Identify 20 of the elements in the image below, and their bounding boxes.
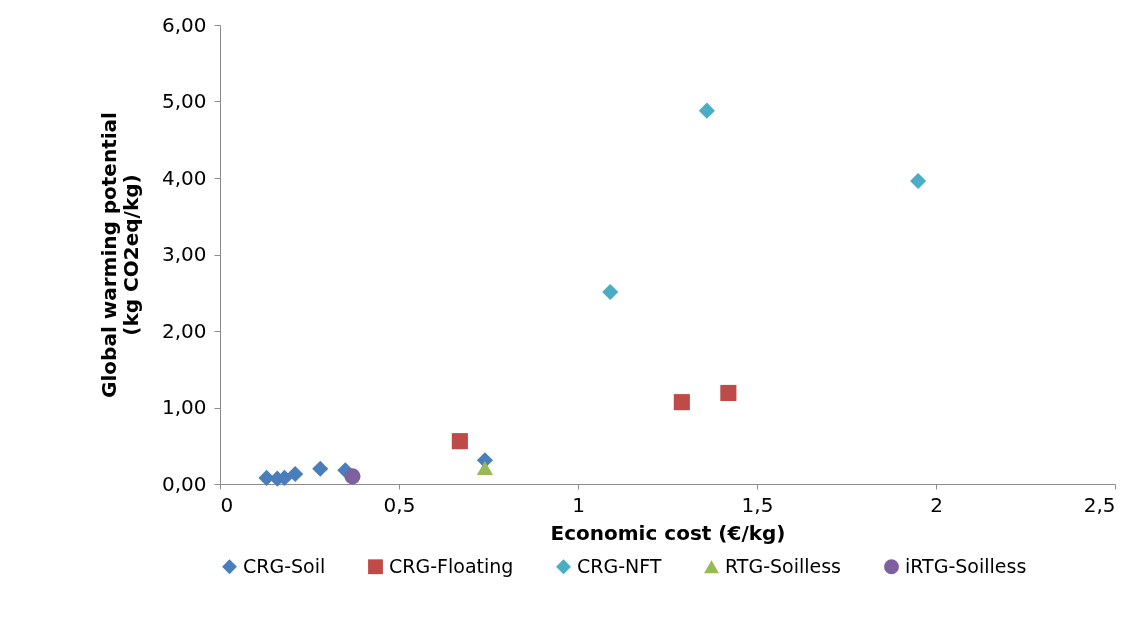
x-tick-label: 0,5 — [383, 492, 416, 517]
y-tick-label: 3,00 — [161, 242, 207, 266]
legend-label: RTG-Soilless — [725, 554, 842, 577]
x-tick-label: 2 — [930, 492, 943, 517]
y-tick-label: 2,00 — [161, 318, 207, 343]
x-tick-label: 1 — [572, 492, 585, 517]
x-axis-title: Economic cost (€/kg) — [550, 520, 786, 545]
y-tick-label: 1,00 — [161, 395, 207, 419]
x-tick-label: 1,5 — [741, 492, 774, 517]
x-tick-label: 2,5 — [1083, 492, 1116, 517]
x-tick-label: 0 — [220, 492, 234, 517]
legend-label: CRG-Floating — [389, 554, 514, 577]
y-tick-label: 5,00 — [161, 89, 207, 113]
legend-label: CRG-NFT — [577, 554, 662, 577]
y-tick-label: 4,00 — [161, 165, 207, 190]
y-tick-label: 0,00 — [161, 471, 207, 496]
y-tick-label: 6,00 — [161, 12, 207, 37]
y-axis-title: Global warming potential (kg CO2eq/kg) — [96, 112, 143, 398]
legend-label: CRG-Soil — [243, 554, 326, 577]
legend-label: iRTG-Soilless — [905, 554, 1027, 577]
